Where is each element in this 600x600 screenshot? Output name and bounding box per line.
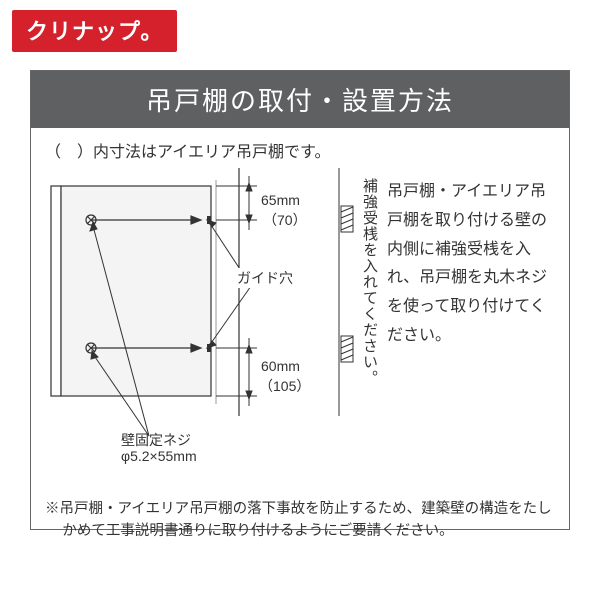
dim-bot-alt: （105） (259, 376, 310, 396)
dim-bot-value: 60mm (261, 358, 300, 374)
screw-label-1: 壁固定ネジ (121, 430, 191, 450)
dim-top-alt: （70） (263, 210, 307, 230)
instruction-frame: 吊戸棚の取付・設置方法 （ ）内寸法はアイエリア吊戸棚です。 (30, 70, 570, 530)
description-text: 吊戸棚・アイエリア吊戸棚を取り付ける壁の内側に補強受桟を入れ、吊戸棚を丸木ネジを… (387, 178, 557, 351)
footnote-text: ※吊戸棚・アイエリア吊戸棚の落下事故を防止するため、建築壁の構造をたしかめて工事… (45, 498, 555, 543)
guide-hole-label: ガイド穴 (235, 268, 295, 288)
subtitle: （ ）内寸法はアイエリア吊戸棚です。 (31, 128, 569, 168)
installation-diagram (41, 168, 381, 468)
screw-label-2: φ5.2×55mm (121, 448, 197, 464)
content-area: 65mm （70） 60mm （105） ガイド穴 壁固定ネジ φ5.2×55m… (31, 168, 569, 498)
dim-top-value: 65mm (261, 192, 300, 208)
brand-logo: クリナップ。 (12, 10, 177, 52)
footnote: ※吊戸棚・アイエリア吊戸棚の落下事故を防止するため、建築壁の構造をたしかめて工事… (31, 498, 569, 551)
vertical-note: 補強受桟を入れてください。 (359, 178, 380, 408)
page-title: 吊戸棚の取付・設置方法 (31, 71, 569, 128)
